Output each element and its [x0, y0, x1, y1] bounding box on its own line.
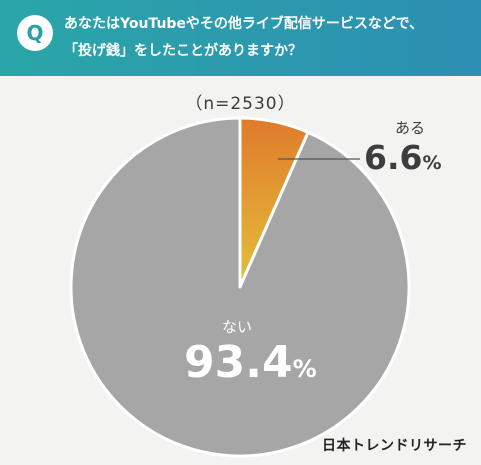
question-line-2: 「投げ銭」をしたことがありますか？	[64, 43, 302, 59]
brand-logo-text: 日本トレンドリサーチ	[322, 438, 467, 454]
slice-value-nai: 93.4%	[184, 337, 317, 388]
sample-size-label: （n=2530）	[185, 94, 296, 114]
q-badge: Q	[17, 15, 53, 51]
slice-label-nai: ない	[222, 318, 253, 336]
question-header: Q あなたはYouTubeやその他ライブ配信サービスなどで、 「投げ銭」をしたこ…	[0, 0, 481, 76]
slice-label-aru: ある	[395, 119, 426, 137]
slice-value-aru: 6.6%	[364, 138, 442, 177]
question-line-1: あなたはYouTubeやその他ライブ配信サービスなどで、	[64, 16, 424, 32]
pie-slice-nai	[69, 116, 411, 458]
